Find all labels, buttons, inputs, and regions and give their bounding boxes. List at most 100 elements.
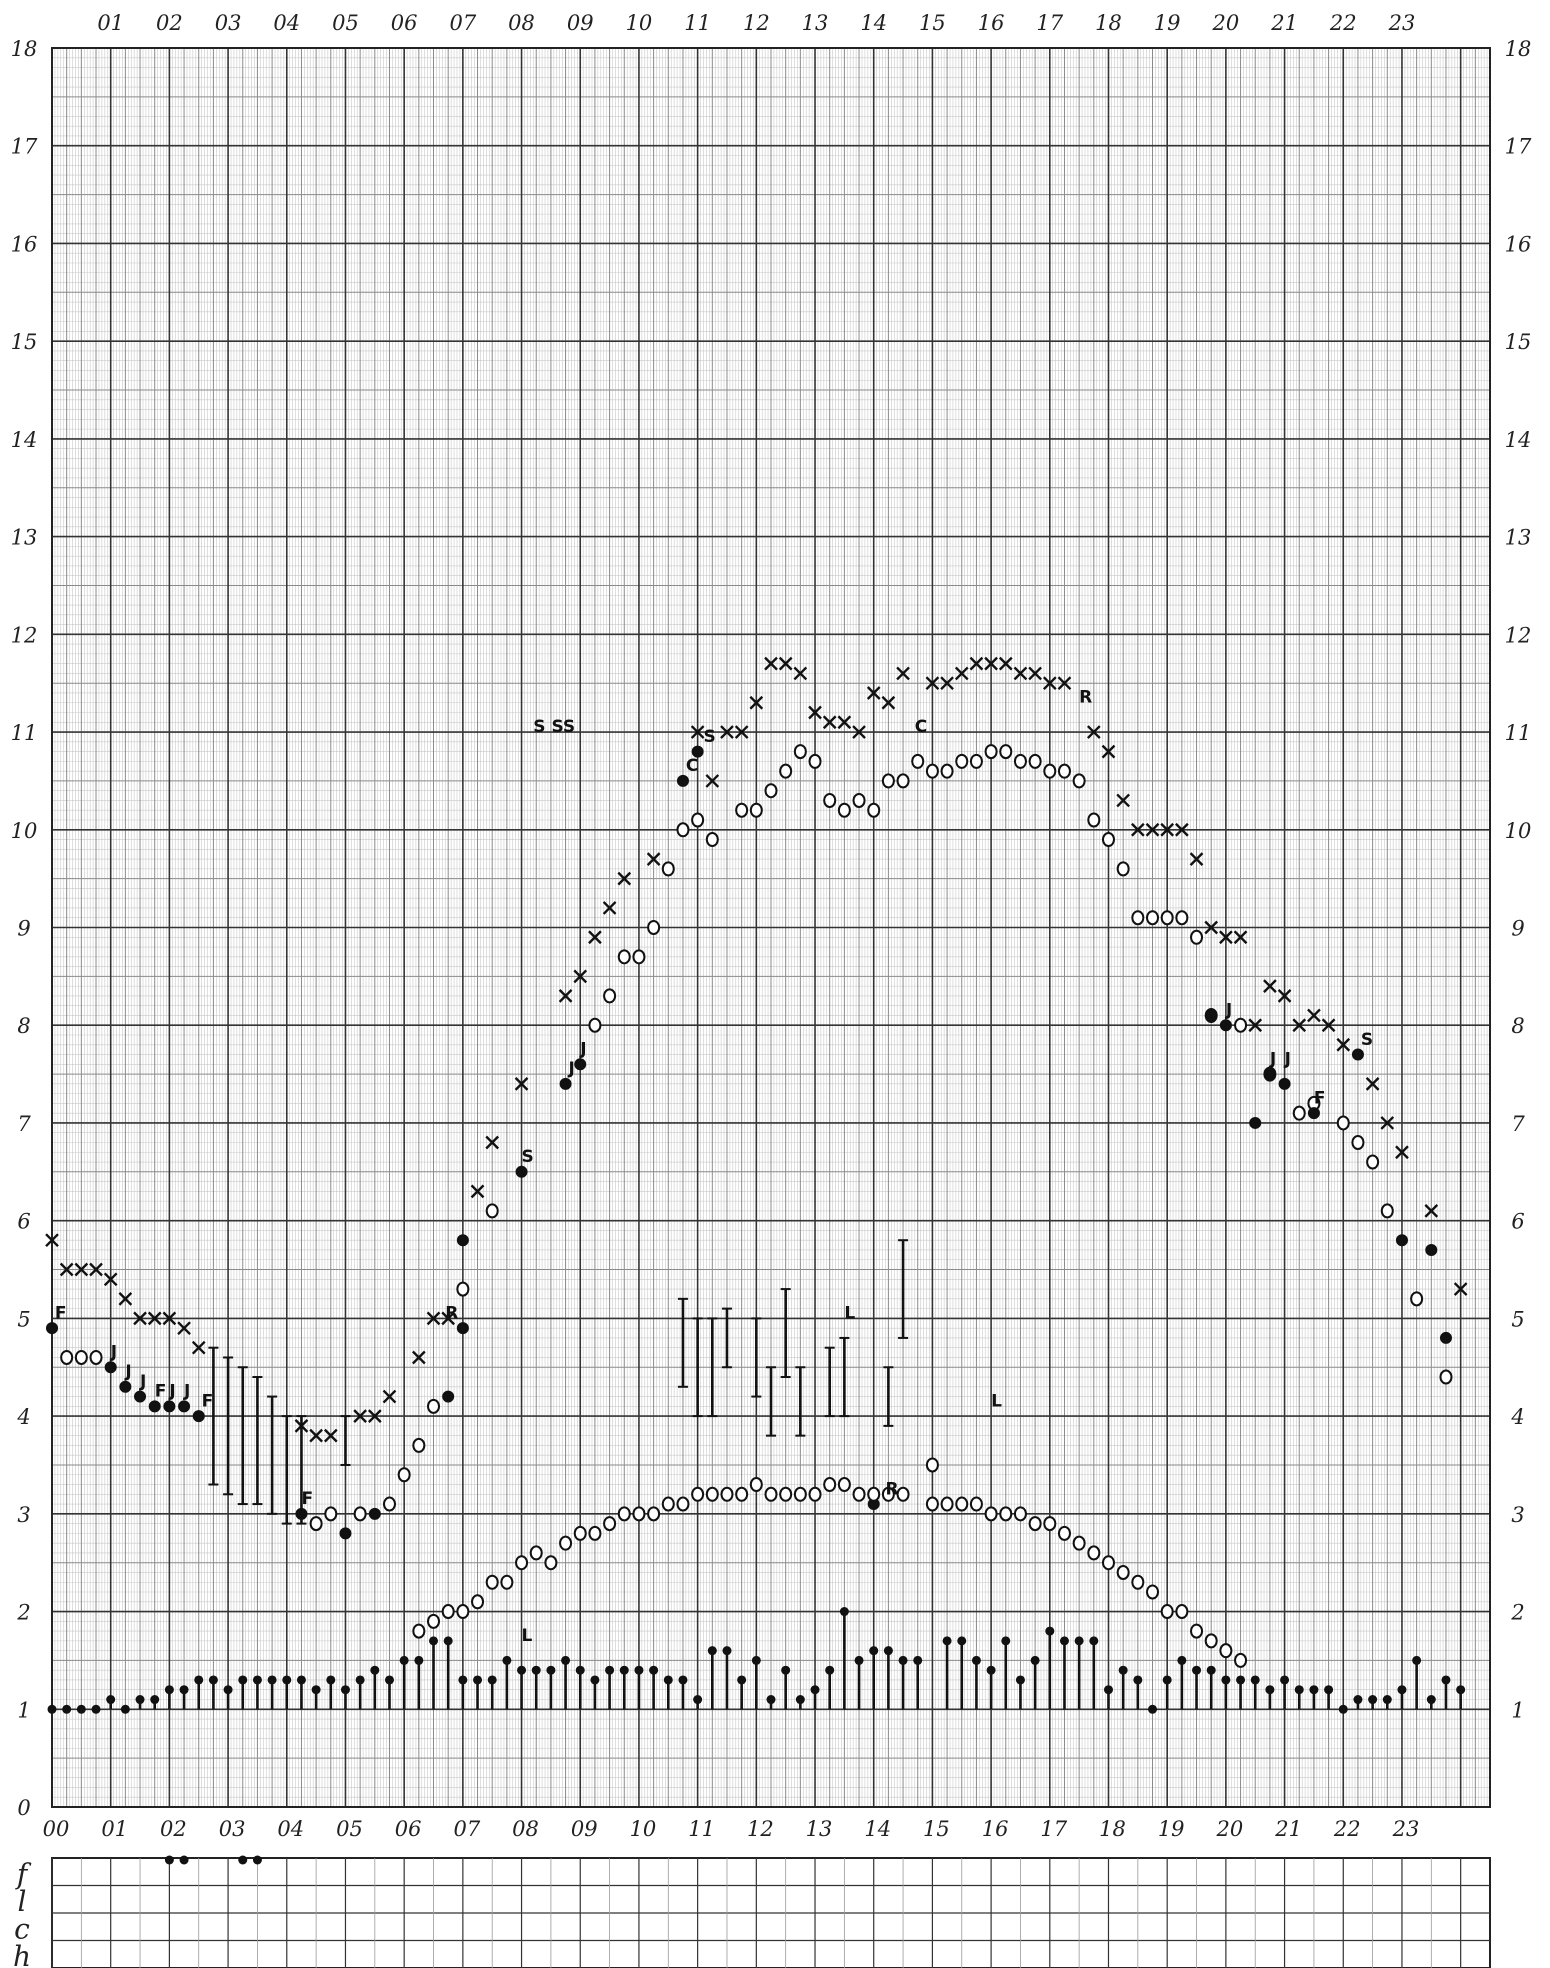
- stem-head: [1030, 1655, 1040, 1665]
- stem-head: [282, 1675, 292, 1685]
- x-tick-top-label: 18: [1095, 11, 1122, 35]
- x-tick-bottom-label: 09: [571, 1817, 598, 1841]
- dot-mark: [46, 1322, 58, 1335]
- x-tick-bottom-label: 19: [1158, 1817, 1185, 1841]
- circle-mark: [999, 1506, 1013, 1522]
- dot-mark: [134, 1390, 147, 1403]
- circle-mark: [691, 1486, 705, 1502]
- x-tick-bottom-label: 20: [1216, 1817, 1244, 1841]
- circle-mark: [852, 792, 866, 808]
- grid-fine-h: [52, 57, 1490, 1798]
- circle-mark: [691, 812, 705, 828]
- x-mark: [133, 1311, 147, 1326]
- stem-head: [986, 1665, 996, 1675]
- annotation-letter: F: [155, 1382, 167, 1402]
- x-tick-bottom-label: 06: [395, 1817, 422, 1841]
- x-tick-bottom-label: 21: [1274, 1817, 1302, 1841]
- stem-head: [1045, 1626, 1055, 1636]
- x-mark: [778, 656, 793, 671]
- y-tick-left-label: 13: [11, 526, 38, 550]
- x-tick-top-label: 14: [860, 11, 887, 35]
- dot-mark: [1307, 1107, 1320, 1120]
- y-tick-right-label: 6: [1511, 1210, 1524, 1234]
- circle-mark: [1116, 1564, 1130, 1580]
- stem-head: [47, 1704, 57, 1714]
- stem-head: [1294, 1685, 1304, 1695]
- stem-head: [1059, 1636, 1069, 1646]
- x-mark: [573, 969, 588, 984]
- annotation-letter: J: [139, 1372, 146, 1392]
- stem-head: [707, 1646, 717, 1656]
- x-tick-bottom-label: 05: [336, 1817, 363, 1841]
- stem-head: [561, 1655, 571, 1665]
- annotation-letter: C: [915, 717, 927, 737]
- circle-mark: [324, 1506, 338, 1522]
- dot-mark: [163, 1400, 176, 1413]
- x-mark: [1175, 822, 1189, 837]
- circle-mark: [969, 753, 983, 769]
- y-tick-right-label: 14: [1505, 428, 1532, 452]
- stem-head: [458, 1675, 468, 1685]
- circle-mark: [1234, 1652, 1248, 1668]
- stem-head: [340, 1685, 350, 1695]
- circle-mark: [1131, 1574, 1145, 1590]
- dot-mark: [1351, 1048, 1364, 1061]
- x-mark: [514, 1077, 529, 1091]
- x-mark: [45, 1233, 59, 1248]
- stem-head: [1192, 1665, 1202, 1675]
- stem-head: [766, 1695, 776, 1705]
- stem-head: [370, 1665, 380, 1675]
- dot-mark: [1249, 1116, 1262, 1129]
- stem-head: [1089, 1636, 1099, 1646]
- circle-mark: [1190, 929, 1204, 945]
- circle-mark: [1043, 1516, 1057, 1532]
- circle-mark: [881, 1486, 895, 1502]
- stem-head: [252, 1675, 262, 1685]
- circle-mark: [1234, 1017, 1248, 1033]
- stem-head: [1338, 1704, 1348, 1714]
- circle-mark: [1131, 910, 1145, 926]
- x-mark: [1263, 979, 1277, 993]
- series-dot: [46, 745, 1452, 1540]
- stem-head: [1103, 1685, 1113, 1695]
- chart-grid: [51, 47, 1491, 1808]
- series-x: [45, 656, 1468, 1443]
- circle-mark: [661, 861, 675, 877]
- circle-mark: [1380, 1203, 1394, 1219]
- circle-mark: [705, 832, 719, 848]
- x-mark: [367, 1409, 382, 1423]
- series-o-lower: [412, 1457, 1248, 1668]
- stem-head: [883, 1646, 893, 1656]
- circle-mark: [925, 763, 939, 779]
- stem-head: [150, 1695, 160, 1705]
- x-tick-top-label: 08: [508, 11, 535, 35]
- x-mark: [734, 725, 749, 739]
- x-mark: [323, 1428, 338, 1443]
- stem-head: [663, 1675, 673, 1685]
- circle-mark: [485, 1203, 499, 1219]
- x-mark: [998, 656, 1013, 671]
- annotation-letter: L: [522, 1626, 533, 1646]
- x-tick-bottom-label: 04: [277, 1817, 304, 1841]
- stem-head: [1148, 1704, 1158, 1714]
- stem-head: [649, 1665, 659, 1675]
- stem-head: [179, 1685, 189, 1695]
- x-mark: [1116, 793, 1131, 808]
- y-tick-left-label: 10: [11, 819, 38, 843]
- circle-mark: [940, 763, 954, 779]
- stem-head: [1015, 1675, 1025, 1685]
- circle-mark: [940, 1496, 954, 1512]
- x-tick-bottom-label: 18: [1099, 1817, 1126, 1841]
- x-mark: [940, 676, 954, 691]
- annotation-letter: J: [579, 1040, 586, 1060]
- x-mark: [1365, 1077, 1380, 1091]
- annotation-letter: J: [1269, 1049, 1276, 1069]
- circle-mark: [1146, 1584, 1160, 1600]
- stem-head: [1397, 1685, 1407, 1695]
- x-mark: [411, 1350, 426, 1365]
- stem-head: [575, 1665, 585, 1675]
- x-mark: [1248, 1018, 1263, 1033]
- x-mark: [485, 1135, 500, 1150]
- x-tick-bottom-label: 00: [43, 1817, 70, 1841]
- dot-mark: [1205, 1009, 1218, 1022]
